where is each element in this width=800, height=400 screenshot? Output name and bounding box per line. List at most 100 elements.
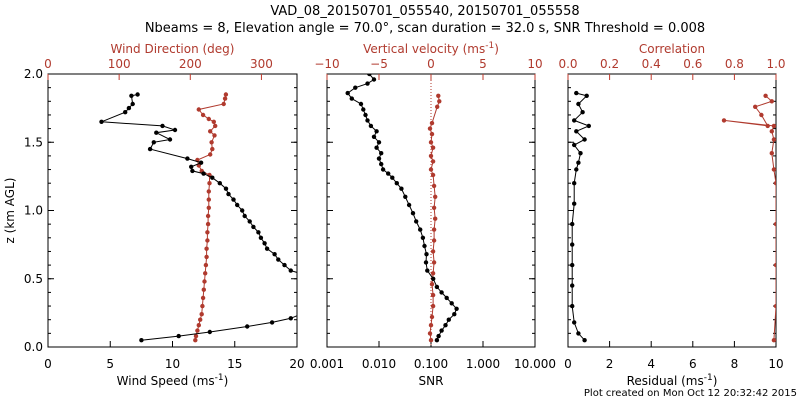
snr-point	[399, 186, 404, 191]
plot-frame	[47, 73, 298, 348]
x-top-tick-label: 0.2	[600, 57, 619, 71]
wind-speed-point	[210, 175, 215, 180]
chart-panel-residual-correlation: 0 2 4 6 8 10 0.0 0.2 0.4 0.6 0.8 1.0	[558, 57, 785, 371]
wind-direction-point	[200, 112, 206, 118]
wind-direction-point	[208, 152, 213, 157]
snr-point	[379, 161, 384, 167]
wind-direction-point	[193, 333, 199, 339]
wind-direction-point	[199, 312, 204, 317]
wind-direction-point	[206, 116, 211, 122]
footer-created: Plot created on Mon Oct 12 20:32:42 2015	[584, 388, 797, 399]
residual-point	[574, 167, 579, 172]
wind-direction-point	[195, 328, 200, 333]
snr-point	[454, 306, 459, 311]
vertical-velocity-point	[429, 314, 435, 320]
vertical-velocity-point	[430, 271, 436, 276]
residual-point	[572, 142, 577, 148]
snr-point	[374, 145, 379, 150]
x-bottom-tick-label: 6	[689, 357, 697, 371]
wind-direction-point	[205, 221, 211, 227]
snr-point	[420, 235, 426, 240]
wind-direction-point	[193, 338, 198, 343]
y-tick-label: 0.5	[24, 272, 43, 286]
wind-direction-point	[204, 254, 209, 260]
x-bottom-tick-label: 20	[289, 357, 304, 371]
x-bottom-tick-label: 8	[731, 357, 739, 371]
wind-speed-point	[282, 262, 287, 268]
correlation-point	[721, 118, 727, 123]
snr-point	[403, 194, 408, 199]
wind-direction-point	[210, 146, 215, 152]
wind-speed-point	[207, 329, 212, 335]
wind-speed-point	[167, 137, 173, 142]
snr-point	[353, 85, 358, 90]
snr-point	[410, 211, 416, 216]
vertical-velocity-line	[429, 95, 440, 341]
x-top-tick-label: −5	[370, 57, 388, 71]
x-bottom-tick-label: 0	[564, 357, 572, 371]
snr-point	[376, 156, 382, 161]
correlation-point	[753, 104, 758, 110]
wind-speed-point	[245, 324, 250, 329]
residual-point	[576, 160, 581, 165]
residual-point	[574, 90, 579, 96]
x-bottom-tick-label: 0	[44, 357, 52, 371]
vertical-velocity-point	[429, 120, 435, 126]
vertical-velocity-point	[431, 205, 437, 210]
x-bottom-tick-label: 10	[768, 357, 783, 371]
y-tick-label: 1.5	[24, 135, 43, 149]
snr-point	[423, 260, 429, 265]
plot-data	[345, 74, 459, 343]
wind-speed-point	[190, 168, 195, 174]
residual-point	[574, 129, 579, 134]
wind-speed-point	[223, 186, 229, 191]
vertical-velocity-point	[428, 153, 434, 159]
snr-point	[414, 219, 419, 224]
wind-direction-point	[205, 213, 211, 219]
vertical-velocity-point	[428, 167, 434, 172]
correlation-point	[771, 137, 776, 142]
wind-speed-point	[139, 338, 144, 343]
vertical-velocity-point	[431, 183, 437, 189]
snr-point	[367, 74, 372, 77]
wind-direction-point	[209, 140, 214, 145]
snr-point	[436, 333, 441, 339]
snr-point	[439, 328, 444, 333]
title-line-1: VAD_08_20150701_055540, 20150701_055558	[270, 4, 579, 19]
wind-speed-point	[185, 156, 190, 161]
x-bottom-tick-label: 15	[227, 357, 242, 371]
wind-direction-point	[204, 246, 209, 251]
snr-point	[365, 81, 370, 86]
snr-point	[371, 77, 377, 82]
wind-speed-point	[126, 105, 132, 111]
residual-point	[586, 123, 591, 129]
residual-point	[580, 110, 585, 115]
wind-direction-point	[206, 197, 211, 202]
snr-point	[394, 181, 399, 186]
correlation-point	[771, 123, 776, 129]
y-tick-label: 0.0	[24, 340, 43, 354]
wind-direction-point	[205, 238, 210, 243]
wind-speed-point	[288, 316, 293, 321]
x-bottom-axis-label: Wind Speed (ms-1)	[117, 373, 229, 388]
wind-direction-point	[222, 96, 228, 101]
x-bottom-tick-label: 0.100	[414, 357, 448, 371]
snr-point	[431, 276, 436, 281]
residual-point	[570, 303, 575, 309]
vertical-velocity-point	[433, 216, 438, 221]
wind-speed-point	[201, 171, 206, 176]
x-top-tick-label: 1.0	[766, 57, 785, 71]
x-bottom-tick-label: 10.000	[514, 357, 556, 371]
snr-point	[452, 312, 457, 317]
snr-point	[386, 171, 391, 176]
residual-point	[582, 338, 587, 343]
residual-point	[576, 101, 581, 107]
x-bottom-tick-label: 0.001	[310, 357, 344, 371]
residual-point	[576, 331, 581, 336]
vertical-velocity-point	[428, 323, 434, 328]
wind-speed-point	[231, 197, 236, 202]
chart-panel-snr-vertical-velocity: 0.001 0.010 0.100 1.000 10.000 −10 −5 0 5 10	[310, 57, 556, 371]
x-top-tick-label: 0.4	[642, 57, 661, 71]
snr-point	[390, 175, 395, 180]
